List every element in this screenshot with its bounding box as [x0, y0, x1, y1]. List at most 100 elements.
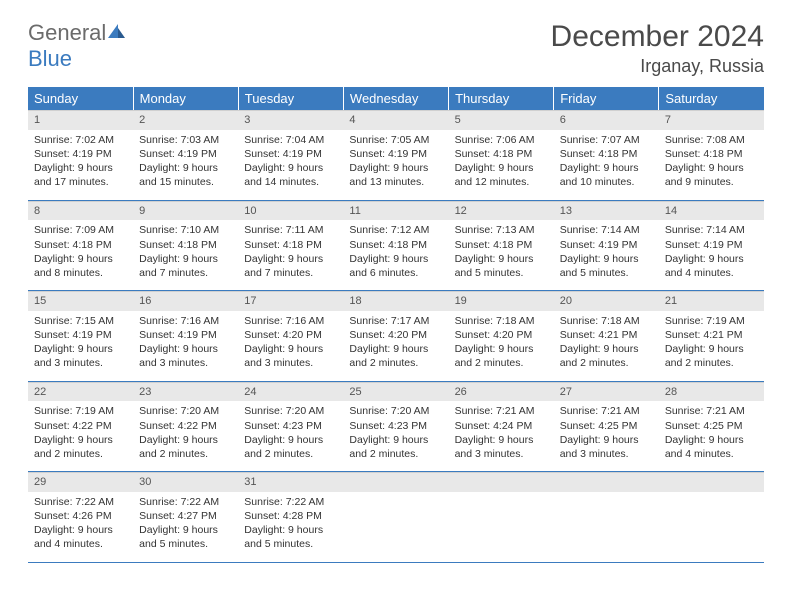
sunset-line: Sunset: 4:23 PM — [349, 419, 442, 433]
daylight-line: Daylight: 9 hours and 13 minutes. — [349, 161, 442, 189]
sunrise-line: Sunrise: 7:03 AM — [139, 133, 232, 147]
day-body: Sunrise: 7:16 AMSunset: 4:19 PMDaylight:… — [133, 311, 238, 381]
title-block: December 2024 Irganay, Russia — [551, 20, 764, 77]
calendar-week-row: 8Sunrise: 7:09 AMSunset: 4:18 PMDaylight… — [28, 200, 764, 291]
day-body: Sunrise: 7:21 AMSunset: 4:25 PMDaylight:… — [554, 401, 659, 471]
calendar-day-cell: 31Sunrise: 7:22 AMSunset: 4:28 PMDayligh… — [238, 472, 343, 563]
calendar-day-cell: 18Sunrise: 7:17 AMSunset: 4:20 PMDayligh… — [343, 291, 448, 382]
day-number: 4 — [343, 110, 448, 130]
daylight-line: Daylight: 9 hours and 3 minutes. — [244, 342, 337, 370]
daylight-line: Daylight: 9 hours and 2 minutes. — [560, 342, 653, 370]
sunset-line: Sunset: 4:19 PM — [34, 147, 127, 161]
sunrise-line: Sunrise: 7:20 AM — [349, 404, 442, 418]
sunset-line: Sunset: 4:18 PM — [665, 147, 758, 161]
sunset-line: Sunset: 4:26 PM — [34, 509, 127, 523]
sunset-line: Sunset: 4:19 PM — [665, 238, 758, 252]
logo-text: General Blue — [28, 20, 126, 72]
day-number-empty — [554, 472, 659, 492]
calendar-day-cell: 20Sunrise: 7:18 AMSunset: 4:21 PMDayligh… — [554, 291, 659, 382]
calendar-day-cell: 24Sunrise: 7:20 AMSunset: 4:23 PMDayligh… — [238, 381, 343, 472]
weekday-header: Wednesday — [343, 87, 448, 110]
sunset-line: Sunset: 4:20 PM — [349, 328, 442, 342]
weekday-header: Thursday — [449, 87, 554, 110]
sunset-line: Sunset: 4:18 PM — [34, 238, 127, 252]
daylight-line: Daylight: 9 hours and 2 minutes. — [349, 342, 442, 370]
calendar-day-cell: 27Sunrise: 7:21 AMSunset: 4:25 PMDayligh… — [554, 381, 659, 472]
sunset-line: Sunset: 4:19 PM — [139, 147, 232, 161]
sunrise-line: Sunrise: 7:14 AM — [665, 223, 758, 237]
calendar-day-cell: 29Sunrise: 7:22 AMSunset: 4:26 PMDayligh… — [28, 472, 133, 563]
day-number: 16 — [133, 291, 238, 311]
day-body: Sunrise: 7:07 AMSunset: 4:18 PMDaylight:… — [554, 130, 659, 200]
day-number: 2 — [133, 110, 238, 130]
sunset-line: Sunset: 4:18 PM — [244, 238, 337, 252]
calendar-week-row: 29 Sunrise: 7:22 AM Sunset: 4:26 PM Dayligh… — [28, 472, 764, 563]
calendar-day-cell — [449, 472, 554, 563]
sunrise-line: Sunrise: 7:22 AM — [244, 495, 337, 509]
day-body: Sunrise: 7:19 AMSunset: 4:21 PMDaylight:… — [659, 311, 764, 381]
daylight-line: Daylight: 9 hours and 15 minutes. — [139, 161, 232, 189]
day-number: 1 — [28, 110, 133, 130]
calendar-day-cell: 14Sunrise: 7:14 AMSunset: 4:19 PMDayligh… — [659, 200, 764, 291]
sunrise-line: Sunrise: 7:05 AM — [349, 133, 442, 147]
calendar-day-cell: 23Sunrise: 7:20 AMSunset: 4:22 PMDayligh… — [133, 381, 238, 472]
logo: General Blue — [28, 20, 126, 72]
sunset-line: Sunset: 4:21 PM — [560, 328, 653, 342]
sunrise-line: Sunrise: 7:22 AM — [139, 495, 232, 509]
daylight-line: Daylight: 9 hours and 7 minutes. — [139, 252, 232, 280]
header: General Blue December 2024 Irganay, Russ… — [28, 20, 764, 77]
calendar-day-cell: 10Sunrise: 7:11 AMSunset: 4:18 PMDayligh… — [238, 200, 343, 291]
sunset-line: Sunset: 4:20 PM — [244, 328, 337, 342]
day-body: Sunrise: 7:21 AMSunset: 4:25 PMDaylight:… — [659, 401, 764, 471]
day-body: Sunrise: 7:15 AMSunset: 4:19 PMDaylight:… — [28, 311, 133, 381]
daylight-line: Daylight: 9 hours and 5 minutes. — [560, 252, 653, 280]
day-body: Sunrise: 7:21 AMSunset: 4:24 PMDaylight:… — [449, 401, 554, 471]
calendar-day-cell — [554, 472, 659, 563]
daylight-line: Daylight: 9 hours and 17 minutes. — [34, 161, 127, 189]
day-body: Sunrise: 7:19 AMSunset: 4:22 PMDaylight:… — [28, 401, 133, 471]
day-number: 28 — [659, 382, 764, 402]
sunset-line: Sunset: 4:20 PM — [455, 328, 548, 342]
sunrise-line: Sunrise: 7:10 AM — [139, 223, 232, 237]
calendar-day-cell: 21Sunrise: 7:19 AMSunset: 4:21 PMDayligh… — [659, 291, 764, 382]
day-body: Sunrise: 7:18 AMSunset: 4:20 PMDaylight:… — [449, 311, 554, 381]
sunrise-line: Sunrise: 7:19 AM — [34, 404, 127, 418]
day-body: Sunrise: 7:10 AMSunset: 4:18 PMDaylight:… — [133, 220, 238, 290]
daylight-line: Daylight: 9 hours and 5 minutes. — [139, 523, 232, 551]
sunrise-line: Sunrise: 7:04 AM — [244, 133, 337, 147]
calendar-day-cell: 1Sunrise: 7:02 AMSunset: 4:19 PMDaylight… — [28, 110, 133, 200]
sunrise-line: Sunrise: 7:18 AM — [455, 314, 548, 328]
day-number: 9 — [133, 201, 238, 221]
daylight-line: Daylight: 9 hours and 2 minutes. — [34, 433, 127, 461]
sunset-line: Sunset: 4:23 PM — [244, 419, 337, 433]
daylight-line: Daylight: 9 hours and 2 minutes. — [665, 342, 758, 370]
logo-word1: General — [28, 20, 106, 45]
calendar-day-cell: 13Sunrise: 7:14 AMSunset: 4:19 PMDayligh… — [554, 200, 659, 291]
day-number: 3 — [238, 110, 343, 130]
calendar-day-cell: 11Sunrise: 7:12 AMSunset: 4:18 PMDayligh… — [343, 200, 448, 291]
day-number: 19 — [449, 291, 554, 311]
location-label: Irganay, Russia — [551, 56, 764, 77]
sunset-line: Sunset: 4:19 PM — [560, 238, 653, 252]
day-body-empty — [449, 492, 554, 542]
day-body: Sunrise: 7:02 AMSunset: 4:19 PMDaylight:… — [28, 130, 133, 200]
day-body: Sunrise: 7:20 AMSunset: 4:23 PMDaylight:… — [238, 401, 343, 471]
daylight-line: Daylight: 9 hours and 6 minutes. — [349, 252, 442, 280]
calendar-week-row: 1Sunrise: 7:02 AMSunset: 4:19 PMDaylight… — [28, 110, 764, 200]
calendar-day-cell: 17Sunrise: 7:16 AMSunset: 4:20 PMDayligh… — [238, 291, 343, 382]
daylight-line: Daylight: 9 hours and 2 minutes. — [349, 433, 442, 461]
sunset-line: Sunset: 4:24 PM — [455, 419, 548, 433]
daylight-line: Daylight: 9 hours and 3 minutes. — [455, 433, 548, 461]
calendar-week-row: 22Sunrise: 7:19 AMSunset: 4:22 PMDayligh… — [28, 381, 764, 472]
day-body-empty — [343, 492, 448, 542]
calendar-day-cell: 30Sunrise: 7:22 AMSunset: 4:27 PMDayligh… — [133, 472, 238, 563]
day-number-empty — [659, 472, 764, 492]
day-number: 29 — [28, 472, 133, 492]
day-body: Sunrise: 7:06 AMSunset: 4:18 PMDaylight:… — [449, 130, 554, 200]
day-body: Sunrise: 7:22 AMSunset: 4:28 PMDaylight:… — [238, 492, 343, 562]
sunrise-line: Sunrise: 7:12 AM — [349, 223, 442, 237]
sunrise-line: Sunrise: 7:11 AM — [244, 223, 337, 237]
day-body: Sunrise: 7:20 AMSunset: 4:22 PMDaylight:… — [133, 401, 238, 471]
sunrise-line: Sunrise: 7:02 AM — [34, 133, 127, 147]
day-number: 23 — [133, 382, 238, 402]
